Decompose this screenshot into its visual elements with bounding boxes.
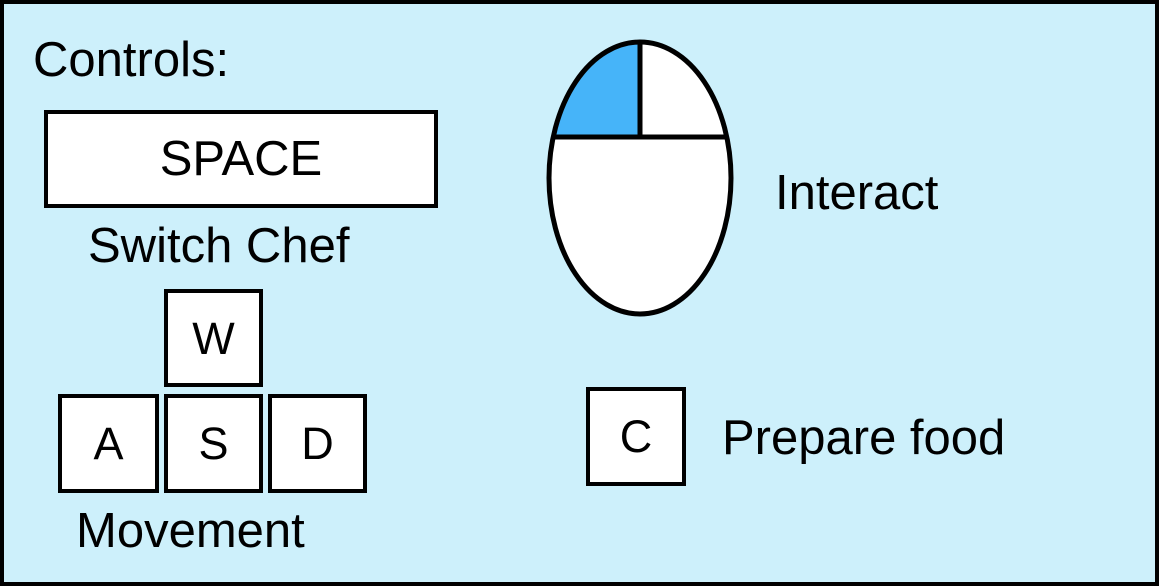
s-key-label: S — [198, 418, 229, 469]
controls-title: Controls: — [33, 33, 230, 87]
d-key-label: D — [301, 418, 334, 469]
w-key-label: W — [192, 312, 235, 364]
mouse-left-click-icon — [546, 39, 734, 317]
d-key: D — [268, 394, 367, 493]
w-key: W — [164, 289, 263, 387]
space-key: SPACE — [44, 110, 438, 208]
c-key: C — [586, 387, 686, 486]
prepare-food-label: Prepare food — [722, 411, 1006, 465]
mouse-outline — [546, 39, 734, 317]
s-key: S — [164, 394, 263, 493]
a-key: A — [58, 394, 159, 493]
switch-chef-label: Switch Chef — [88, 219, 350, 273]
interact-label: Interact — [775, 166, 939, 220]
space-key-label: SPACE — [159, 131, 323, 186]
a-key-label: A — [93, 418, 124, 469]
movement-label: Movement — [76, 504, 305, 558]
c-key-label: C — [619, 411, 653, 462]
